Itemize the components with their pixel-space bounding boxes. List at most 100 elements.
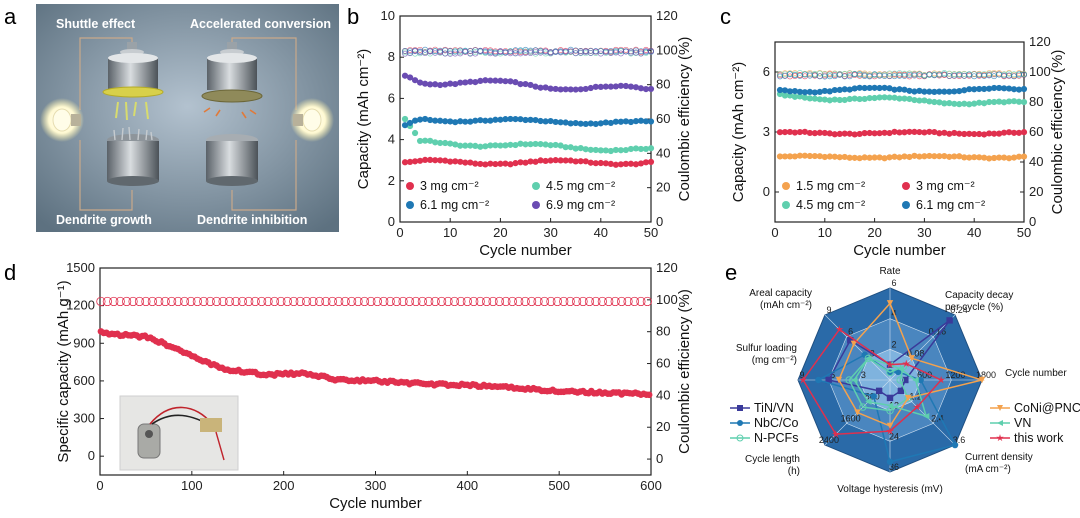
y-tick-label: 10 xyxy=(381,8,395,23)
capacity-point-red xyxy=(482,161,489,168)
ce-point xyxy=(398,296,408,307)
x-tick-label: 500 xyxy=(548,478,570,493)
capacity-point-blue xyxy=(886,85,893,92)
ce-point xyxy=(237,296,247,307)
capacity-point-purple xyxy=(582,85,589,93)
capacity-point-blue xyxy=(617,118,624,125)
capacity-point-red xyxy=(401,159,409,166)
capacity-point-teal xyxy=(1020,98,1028,106)
capacity-point-red xyxy=(946,130,953,137)
capacity-point-blue xyxy=(951,88,958,95)
legend-marker xyxy=(902,182,910,190)
capacity-point-red xyxy=(517,159,524,166)
radar-point xyxy=(951,441,959,449)
capacity-point-teal xyxy=(1015,98,1023,105)
capacity-point-red xyxy=(567,157,574,164)
radar-point xyxy=(851,376,858,384)
capacity-point-blue xyxy=(477,117,484,124)
radar-point xyxy=(886,402,894,409)
capacity-point-red xyxy=(457,158,464,165)
capacity-point-teal xyxy=(542,141,549,148)
panel-letter-d: d xyxy=(4,260,16,285)
capacity-point-teal xyxy=(612,146,619,154)
capacity-point-teal xyxy=(647,145,655,152)
ce-point xyxy=(109,296,119,307)
capacity-point-blue xyxy=(851,85,858,92)
legend-marker xyxy=(406,201,414,209)
capacity-point-blue xyxy=(602,119,609,126)
capacity-point-blue xyxy=(981,85,988,93)
radar-tick-label: 3 xyxy=(861,370,866,380)
radar-tick-label: 3.6 xyxy=(953,435,966,445)
radar-point xyxy=(997,420,1003,426)
capacity-point-teal xyxy=(1005,98,1013,105)
ce-point xyxy=(295,296,305,307)
illus-label-accelerated: Accelerated conversion xyxy=(190,17,331,31)
chart-d: 0 100 200 300 400 500 600 0 300 600 900 1200 1500 0 20… xyxy=(55,260,693,512)
radar-point xyxy=(904,394,912,402)
capacity-point-orange xyxy=(871,154,878,161)
capacity-point-purple xyxy=(627,83,635,90)
ce-point xyxy=(347,296,357,307)
radar-point xyxy=(886,458,894,465)
x-tick-label: 50 xyxy=(644,225,658,240)
y2-tick-label: 20 xyxy=(1029,184,1043,199)
capacity-point-orange xyxy=(906,153,913,161)
capacity-point-blue xyxy=(447,118,454,125)
y2-tick-label: 0 xyxy=(656,214,663,229)
ce-point xyxy=(629,296,640,307)
capacity-point-blue xyxy=(946,88,953,95)
capacity-point-orange xyxy=(966,154,973,161)
ce-point xyxy=(128,296,138,307)
ce-point xyxy=(617,50,624,57)
ce-point xyxy=(565,296,575,307)
legend-label: this work xyxy=(1014,431,1064,445)
capacity-point-orange xyxy=(916,153,923,160)
capacity-point-teal xyxy=(411,129,419,137)
capacity-point-red xyxy=(562,157,569,164)
panel-letter-e: e xyxy=(725,260,737,285)
capacity-point-blue xyxy=(891,86,898,93)
radar-tick-label: 6 xyxy=(891,278,896,288)
y-tick-label: 0 xyxy=(88,448,95,463)
capacity-point-red xyxy=(572,158,579,165)
capacity-point-blue xyxy=(507,115,514,123)
capacity-point-red xyxy=(537,157,544,164)
capacity-point-blue xyxy=(801,89,808,96)
capacity-point-teal xyxy=(956,101,963,108)
y2-tick-label: 100 xyxy=(1029,64,1051,79)
radar-tick-label: 0.08 xyxy=(907,348,925,358)
capacity-point-blue xyxy=(592,120,599,128)
capacity-point-teal xyxy=(447,140,454,147)
capacity-point-purple xyxy=(401,72,409,79)
capacity-point-teal xyxy=(971,100,978,107)
capacity-point-teal xyxy=(632,145,640,152)
capacity-point-blue xyxy=(582,120,589,128)
y2-tick-label: 120 xyxy=(656,260,678,275)
capacity-point-blue xyxy=(632,118,640,125)
capacity-point-teal xyxy=(796,93,804,100)
legend-marker xyxy=(532,182,540,190)
capacity-point-purple xyxy=(447,80,454,87)
capacity-point-blue xyxy=(961,87,968,94)
capacity-point-red xyxy=(881,129,888,136)
radar-point xyxy=(917,376,924,384)
y2-tick-label: 60 xyxy=(1029,124,1043,139)
capacity-point-red xyxy=(936,130,943,137)
capacity-point-purple xyxy=(587,84,594,92)
ce-point xyxy=(514,296,524,307)
capacity-point-purple xyxy=(452,80,459,88)
capacity-point-blue xyxy=(572,119,579,127)
radar-point xyxy=(815,376,822,384)
capacity-point-blue xyxy=(921,88,928,95)
ce-point xyxy=(501,296,511,307)
capacity-point-teal xyxy=(891,94,898,101)
x-axis-label: Cycle number xyxy=(853,242,946,259)
ce-point xyxy=(379,296,389,307)
capacity-point-teal xyxy=(502,142,509,149)
capacity-point-teal xyxy=(871,94,878,102)
capacity-point-orange xyxy=(991,154,998,162)
capacity-point-blue xyxy=(896,86,903,93)
y2-tick-label: 80 xyxy=(1029,94,1043,109)
